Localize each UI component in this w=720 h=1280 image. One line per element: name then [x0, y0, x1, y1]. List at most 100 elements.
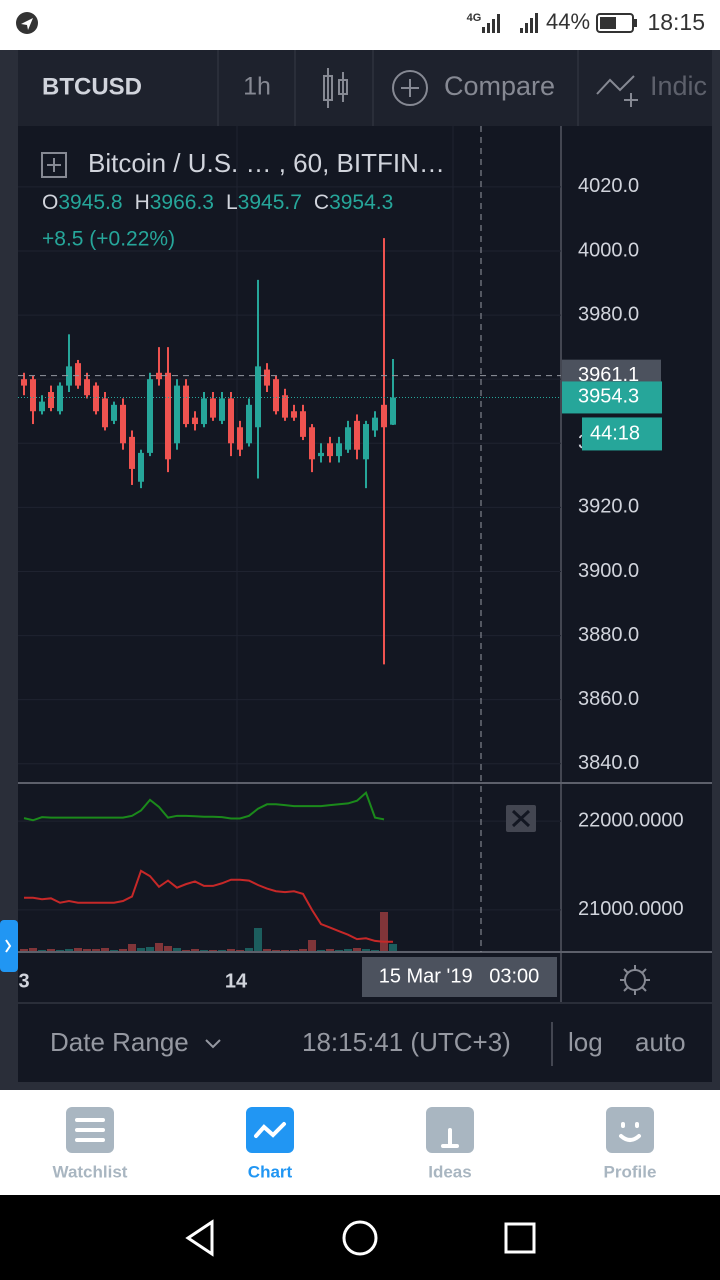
candle-body: [381, 404, 387, 428]
candle-body: [93, 385, 99, 412]
volume-bar: [173, 948, 181, 952]
nav-glyph: [254, 1122, 286, 1138]
auto-toggle[interactable]: auto: [635, 1027, 686, 1057]
candle-body: [192, 417, 198, 425]
network-type: 4G: [467, 12, 482, 24]
candle-body: [282, 395, 288, 418]
volume-bar: [245, 948, 253, 952]
log-toggle[interactable]: log: [568, 1027, 603, 1057]
price-tick-label: 4000.0: [578, 239, 639, 261]
crosshair-time: 15 Mar '19 03:00: [379, 965, 540, 987]
location-arrow: [21, 18, 33, 30]
toolbar-separators: [217, 50, 579, 126]
nav-items: Watchlist Chart Ideas Profile: [53, 1107, 657, 1181]
candle-body: [273, 379, 279, 412]
candle-body: [57, 385, 63, 412]
volume-bar: [92, 949, 100, 952]
battery-tip: [634, 19, 637, 27]
countdown-badge: [582, 417, 662, 451]
candle-body: [147, 379, 153, 453]
volume-bar: [227, 949, 235, 952]
indicator-tick-label: 21000.0000: [578, 898, 684, 920]
ohlc-value: 3945.7: [238, 191, 302, 214]
battery-percent: 44%: [546, 9, 590, 34]
candle-body: [201, 398, 207, 425]
symbol[interactable]: BTCUSD: [42, 73, 142, 100]
indicators-clip: Indic: [650, 71, 707, 101]
system-nav: [0, 1195, 720, 1280]
compare-icon[interactable]: [392, 70, 428, 106]
indicator-tick-label: 22000.0000: [578, 809, 684, 831]
countdown: 44:18: [590, 423, 640, 445]
volume-bar: [101, 948, 109, 952]
volume-bar: [362, 949, 370, 952]
price-tick-label: 3900.0: [578, 560, 639, 582]
nav-icon[interactable]: [606, 1107, 654, 1153]
side-tab-arrow: [5, 939, 12, 953]
candle-body: [345, 427, 351, 450]
time-tick-label: 14: [225, 970, 248, 992]
crosshair-price: 3961.1: [578, 364, 639, 386]
indicators[interactable]: Indic: [650, 71, 707, 101]
volume-bar: [389, 944, 397, 952]
volume-bar: [146, 947, 154, 952]
volume-bar: [263, 949, 271, 952]
nav-label[interactable]: Chart: [248, 1162, 293, 1181]
legend: Bitcoin / U.S. … , 60, BITFIN… O3945.8 H3…: [41, 148, 445, 251]
back-button[interactable]: [185, 1219, 214, 1257]
ohlc-label: C: [314, 191, 329, 214]
volume-bar: [344, 949, 352, 952]
candle-body: [327, 443, 333, 457]
nav-label[interactable]: Watchlist: [53, 1162, 128, 1181]
time-tick-label: 3: [18, 970, 29, 992]
candle-body: [129, 436, 135, 469]
candle-body: [264, 369, 270, 386]
candle-body: [156, 372, 162, 380]
battery-level: [600, 17, 616, 29]
volume-bar: [353, 948, 361, 952]
volume-bar: [155, 943, 163, 952]
legend-title: Bitcoin / U.S. … , 60, BITFIN…: [88, 148, 445, 178]
recents-button[interactable]: [504, 1222, 536, 1254]
bottom-nav: [0, 1090, 720, 1195]
clock[interactable]: 18:15:41 (UTC+3): [302, 1027, 511, 1057]
price-tick-label: 3840.0: [578, 752, 639, 774]
volume-bar: [47, 949, 55, 952]
candle-body: [102, 398, 108, 428]
candle-body: [246, 404, 252, 444]
compare[interactable]: Compare: [444, 71, 555, 101]
chart-type-icon[interactable]: [323, 68, 348, 108]
candle-body: [111, 404, 117, 421]
nav-glyph: [441, 1128, 459, 1148]
last-price-badge: [562, 381, 662, 414]
crosshair-time-badge: [362, 957, 557, 997]
volume-bar: [29, 948, 37, 952]
candle-body: [228, 398, 234, 444]
candle-body: [138, 452, 144, 482]
indicators-icon[interactable]: [596, 75, 635, 95]
candle-body: [300, 411, 306, 437]
volume-bar: [119, 949, 127, 952]
ohlc-value: 3966.3: [150, 191, 214, 214]
volume-bar: [128, 944, 136, 952]
time-axis: 15 Mar '19 03:00 3 14: [18, 957, 650, 997]
volume-bar: [191, 949, 199, 952]
candle-body: [318, 452, 324, 457]
interval[interactable]: 1h: [243, 73, 271, 101]
ohlc-label: H: [135, 191, 150, 214]
toolbar: [18, 50, 712, 126]
close-icon: [511, 809, 531, 828]
candle-body: [75, 363, 81, 386]
indicators-plus[interactable]: [624, 93, 638, 107]
volume-bar: [137, 948, 145, 952]
ohlc-label: O: [42, 191, 58, 214]
volume-bar: [74, 948, 82, 952]
date-range-chevron: [205, 1039, 221, 1049]
nav-label[interactable]: Ideas: [428, 1162, 471, 1181]
nav-label[interactable]: Profile: [604, 1162, 657, 1181]
home-button[interactable]: [342, 1220, 378, 1256]
date-range[interactable]: Date Range: [50, 1027, 189, 1057]
legend-toggle[interactable]: [41, 152, 67, 178]
candle-body: [84, 379, 90, 396]
